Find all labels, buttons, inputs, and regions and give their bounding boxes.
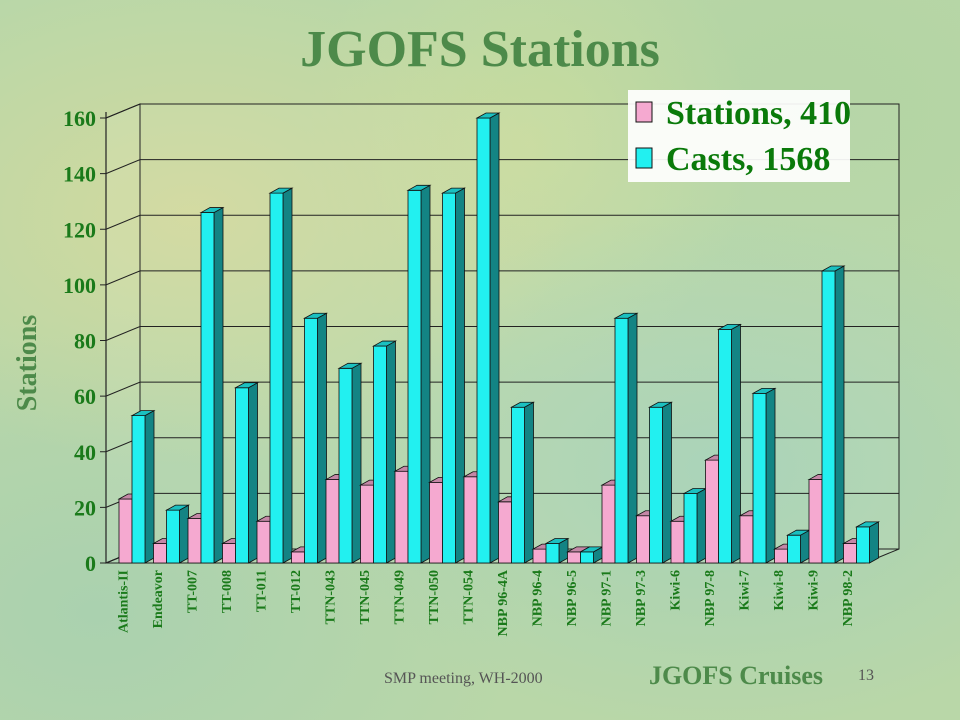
x-axis-label: JGOFS Cruises [649, 661, 823, 690]
y-axis-label: Stations [12, 315, 43, 412]
x-tick-label: TTN-050 [427, 570, 442, 624]
x-tick-label: Kiwi-8 [772, 570, 787, 610]
bar-casts [233, 382, 260, 564]
bar-casts [544, 537, 570, 564]
gridline [105, 214, 899, 230]
y-tick-label: 20 [74, 495, 96, 520]
x-tick-label: NBP 96-5 [565, 570, 580, 626]
bar-casts [440, 187, 467, 564]
legend: Stations, 410 Casts, 1568 [628, 90, 851, 182]
legend-label: Stations, 410 [666, 95, 851, 132]
bar-casts [371, 340, 398, 564]
bar-casts [820, 265, 846, 564]
bar-casts [268, 187, 294, 564]
x-tick-label: Endeavor [151, 570, 166, 628]
bar-casts [854, 521, 881, 564]
x-tick-label: TTN-049 [392, 570, 407, 624]
footer-note: SMP meeting, WH-2000 [384, 670, 543, 687]
x-tick-label: TT-012 [289, 570, 304, 613]
y-tick-label: 80 [74, 329, 96, 354]
legend-swatch [635, 101, 653, 123]
x-tick-label: TT-008 [220, 570, 235, 613]
y-tick-label: 140 [63, 162, 96, 187]
x-tick-label: TT-007 [185, 570, 200, 613]
y-tick-label: 0 [85, 551, 96, 576]
y-axis-ticks: 0 20 40 60 80 100 120 140 160 [63, 106, 106, 576]
bar-casts [613, 312, 639, 564]
bar-casts [785, 529, 812, 564]
gridline [105, 326, 899, 341]
chart-title: JGOFS Stations [300, 21, 660, 78]
y-tick-label: 100 [63, 273, 96, 298]
bar-casts [751, 387, 777, 564]
bar-casts [716, 323, 743, 564]
x-tick-label: Atlantis-II [116, 570, 131, 633]
y-tick-label: 160 [63, 106, 96, 131]
gridline [105, 381, 899, 397]
x-tick-label: NBP 97-8 [703, 570, 718, 626]
x-tick-label: NBP 97-1 [599, 570, 614, 626]
bar-casts [509, 401, 536, 564]
y-tick-label: 60 [74, 384, 96, 409]
bar-casts [130, 409, 156, 564]
x-tick-label: NBP 96-4 [530, 570, 545, 626]
x-tick-label: TT-011 [254, 570, 269, 612]
y-tick-label: 120 [63, 217, 96, 242]
y-tick-label: 40 [74, 440, 96, 465]
bar-casts [647, 401, 674, 564]
bar-casts [302, 312, 329, 564]
x-tick-label: Kiwi-7 [737, 570, 752, 610]
x-tick-label: TTN-043 [323, 570, 338, 624]
x-tick-label: Kiwi-9 [806, 570, 821, 610]
bar-casts [406, 184, 432, 564]
x-axis-ticks: Atlantis-II Endeavor TT-007 TT-008 TT-011 TT-… [116, 569, 856, 636]
x-tick-label: TTN-045 [358, 570, 373, 624]
bar-casts [164, 504, 191, 564]
legend-swatch [635, 147, 653, 169]
x-tick-label: Kiwi-6 [668, 570, 683, 610]
x-tick-label: NBP 98-2 [841, 570, 856, 626]
x-tick-label: NBP 97-3 [634, 570, 649, 626]
page-number: 13 [858, 667, 874, 684]
bar-casts [682, 487, 708, 564]
bar-casts [199, 206, 225, 564]
x-tick-label: NBP 96-4A [496, 569, 511, 636]
bars [117, 112, 881, 564]
legend-label: Casts, 1568 [666, 141, 830, 178]
bar-casts [475, 112, 501, 564]
gridline [105, 270, 899, 286]
bar-casts [337, 362, 363, 564]
x-tick-label: TTN-054 [461, 570, 476, 624]
